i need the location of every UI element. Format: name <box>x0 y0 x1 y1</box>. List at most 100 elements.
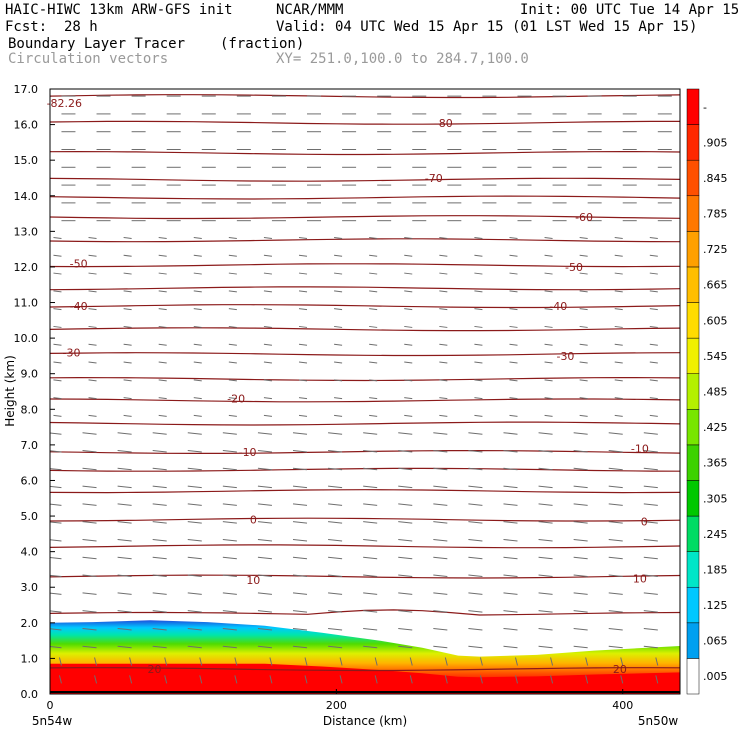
circulation-vector <box>474 414 483 417</box>
circulation-vector <box>187 467 202 471</box>
circulation-vector <box>334 290 343 293</box>
circulation-vector <box>88 236 97 239</box>
circulation-vector <box>292 467 308 471</box>
circulation-vector <box>222 627 237 631</box>
tracer-core <box>50 663 680 694</box>
circulation-vector <box>573 432 588 435</box>
circulation-vector <box>117 485 132 489</box>
y-tick-label: 1.0 <box>21 652 39 665</box>
colorbar-label: .845 <box>703 172 728 185</box>
circulation-vector <box>263 290 272 293</box>
circulation-vector <box>263 308 272 311</box>
circulation-vector <box>398 538 413 542</box>
circulation-vector <box>538 627 553 631</box>
circulation-vector <box>643 556 658 560</box>
circulation-vector <box>187 538 202 542</box>
colorbar-label: .005 <box>703 670 728 683</box>
circulation-vector <box>468 432 483 435</box>
circulation-vector <box>123 379 132 382</box>
circulation-vector <box>88 361 97 364</box>
circulation-vector <box>509 290 518 293</box>
y-tick-label: 12.0 <box>14 261 39 274</box>
circulation-vector <box>439 272 448 275</box>
circulation-vector <box>579 308 588 311</box>
circulation-vector <box>538 538 553 542</box>
contour-label: -20 <box>227 393 245 406</box>
circulation-vector <box>117 645 132 649</box>
circulation-vector <box>538 450 553 453</box>
circulation-vector <box>263 379 272 382</box>
y-tick-label: 6.0 <box>21 474 39 487</box>
circulation-vector <box>193 290 202 293</box>
isotherm-line <box>50 544 680 549</box>
isotherm-line <box>50 263 680 268</box>
circulation-vector <box>117 574 132 578</box>
circulation-vector <box>649 397 658 400</box>
circulation-vector <box>228 236 237 239</box>
colorbar-label: .425 <box>703 421 728 434</box>
circulation-vector <box>50 503 62 506</box>
circulation-vector <box>53 308 62 311</box>
circulation-vector <box>228 414 237 417</box>
circulation-vector <box>193 397 202 400</box>
circulation-vector <box>608 503 623 506</box>
circulation-vector <box>187 556 202 560</box>
circulation-vector <box>509 325 518 328</box>
circulation-vector <box>614 343 623 346</box>
circulation-vector <box>479 675 483 684</box>
isotherm-line <box>50 517 680 522</box>
circulation-vector <box>193 343 202 346</box>
isotherm-line <box>50 667 680 672</box>
circulation-vector <box>298 361 308 364</box>
y-tick-label: 9.0 <box>21 368 39 381</box>
circulation-vector <box>334 361 343 364</box>
circulation-vector <box>433 645 448 649</box>
circulation-vector <box>334 343 343 346</box>
circulation-vector <box>643 627 658 631</box>
circulation-vector <box>257 432 272 435</box>
circulation-vector <box>433 538 448 542</box>
circulation-vector <box>468 503 483 506</box>
circulation-vector <box>328 450 343 453</box>
circulation-vector <box>474 397 483 400</box>
circulation-vector <box>152 467 167 471</box>
circulation-vector <box>608 610 623 613</box>
circulation-vector <box>608 538 623 542</box>
circulation-vector <box>579 361 588 364</box>
circulation-vector <box>222 485 237 489</box>
circulation-vector <box>398 521 413 524</box>
circulation-vector <box>398 574 413 578</box>
circulation-vector <box>509 236 518 239</box>
y-tick-label: 4.0 <box>21 546 39 559</box>
circulation-vector <box>123 325 132 328</box>
circulation-vector <box>334 325 343 328</box>
circulation-vector <box>53 272 62 275</box>
circulation-vector <box>509 361 518 364</box>
circulation-vector <box>158 414 167 417</box>
circulation-vector <box>187 574 202 578</box>
circulation-vector <box>468 592 483 595</box>
colorbar-label: .725 <box>703 243 728 256</box>
x-tick-label: 0 <box>47 699 54 712</box>
circulation-vector <box>117 556 132 560</box>
circulation-vector <box>544 272 553 275</box>
circulation-vector <box>117 521 132 524</box>
y-axis-label: Height (km) <box>3 355 17 426</box>
circulation-vector <box>158 325 167 328</box>
circulation-vector <box>187 485 202 489</box>
circulation-vector <box>123 236 132 239</box>
circulation-vector <box>608 592 623 595</box>
contour-label: 20 <box>613 663 627 676</box>
circulation-vector <box>328 556 343 560</box>
contour-label: -70 <box>425 172 443 185</box>
y-tick-label: 16.0 <box>14 119 39 132</box>
circulation-vector <box>585 657 589 666</box>
circulation-vector <box>263 343 272 346</box>
circulation-vector <box>257 574 272 578</box>
colorbar-label: .545 <box>703 350 728 363</box>
circulation-vector <box>404 290 413 293</box>
circulation-vector <box>544 414 553 417</box>
circulation-vector <box>94 657 98 666</box>
circulation-vector <box>117 592 132 595</box>
